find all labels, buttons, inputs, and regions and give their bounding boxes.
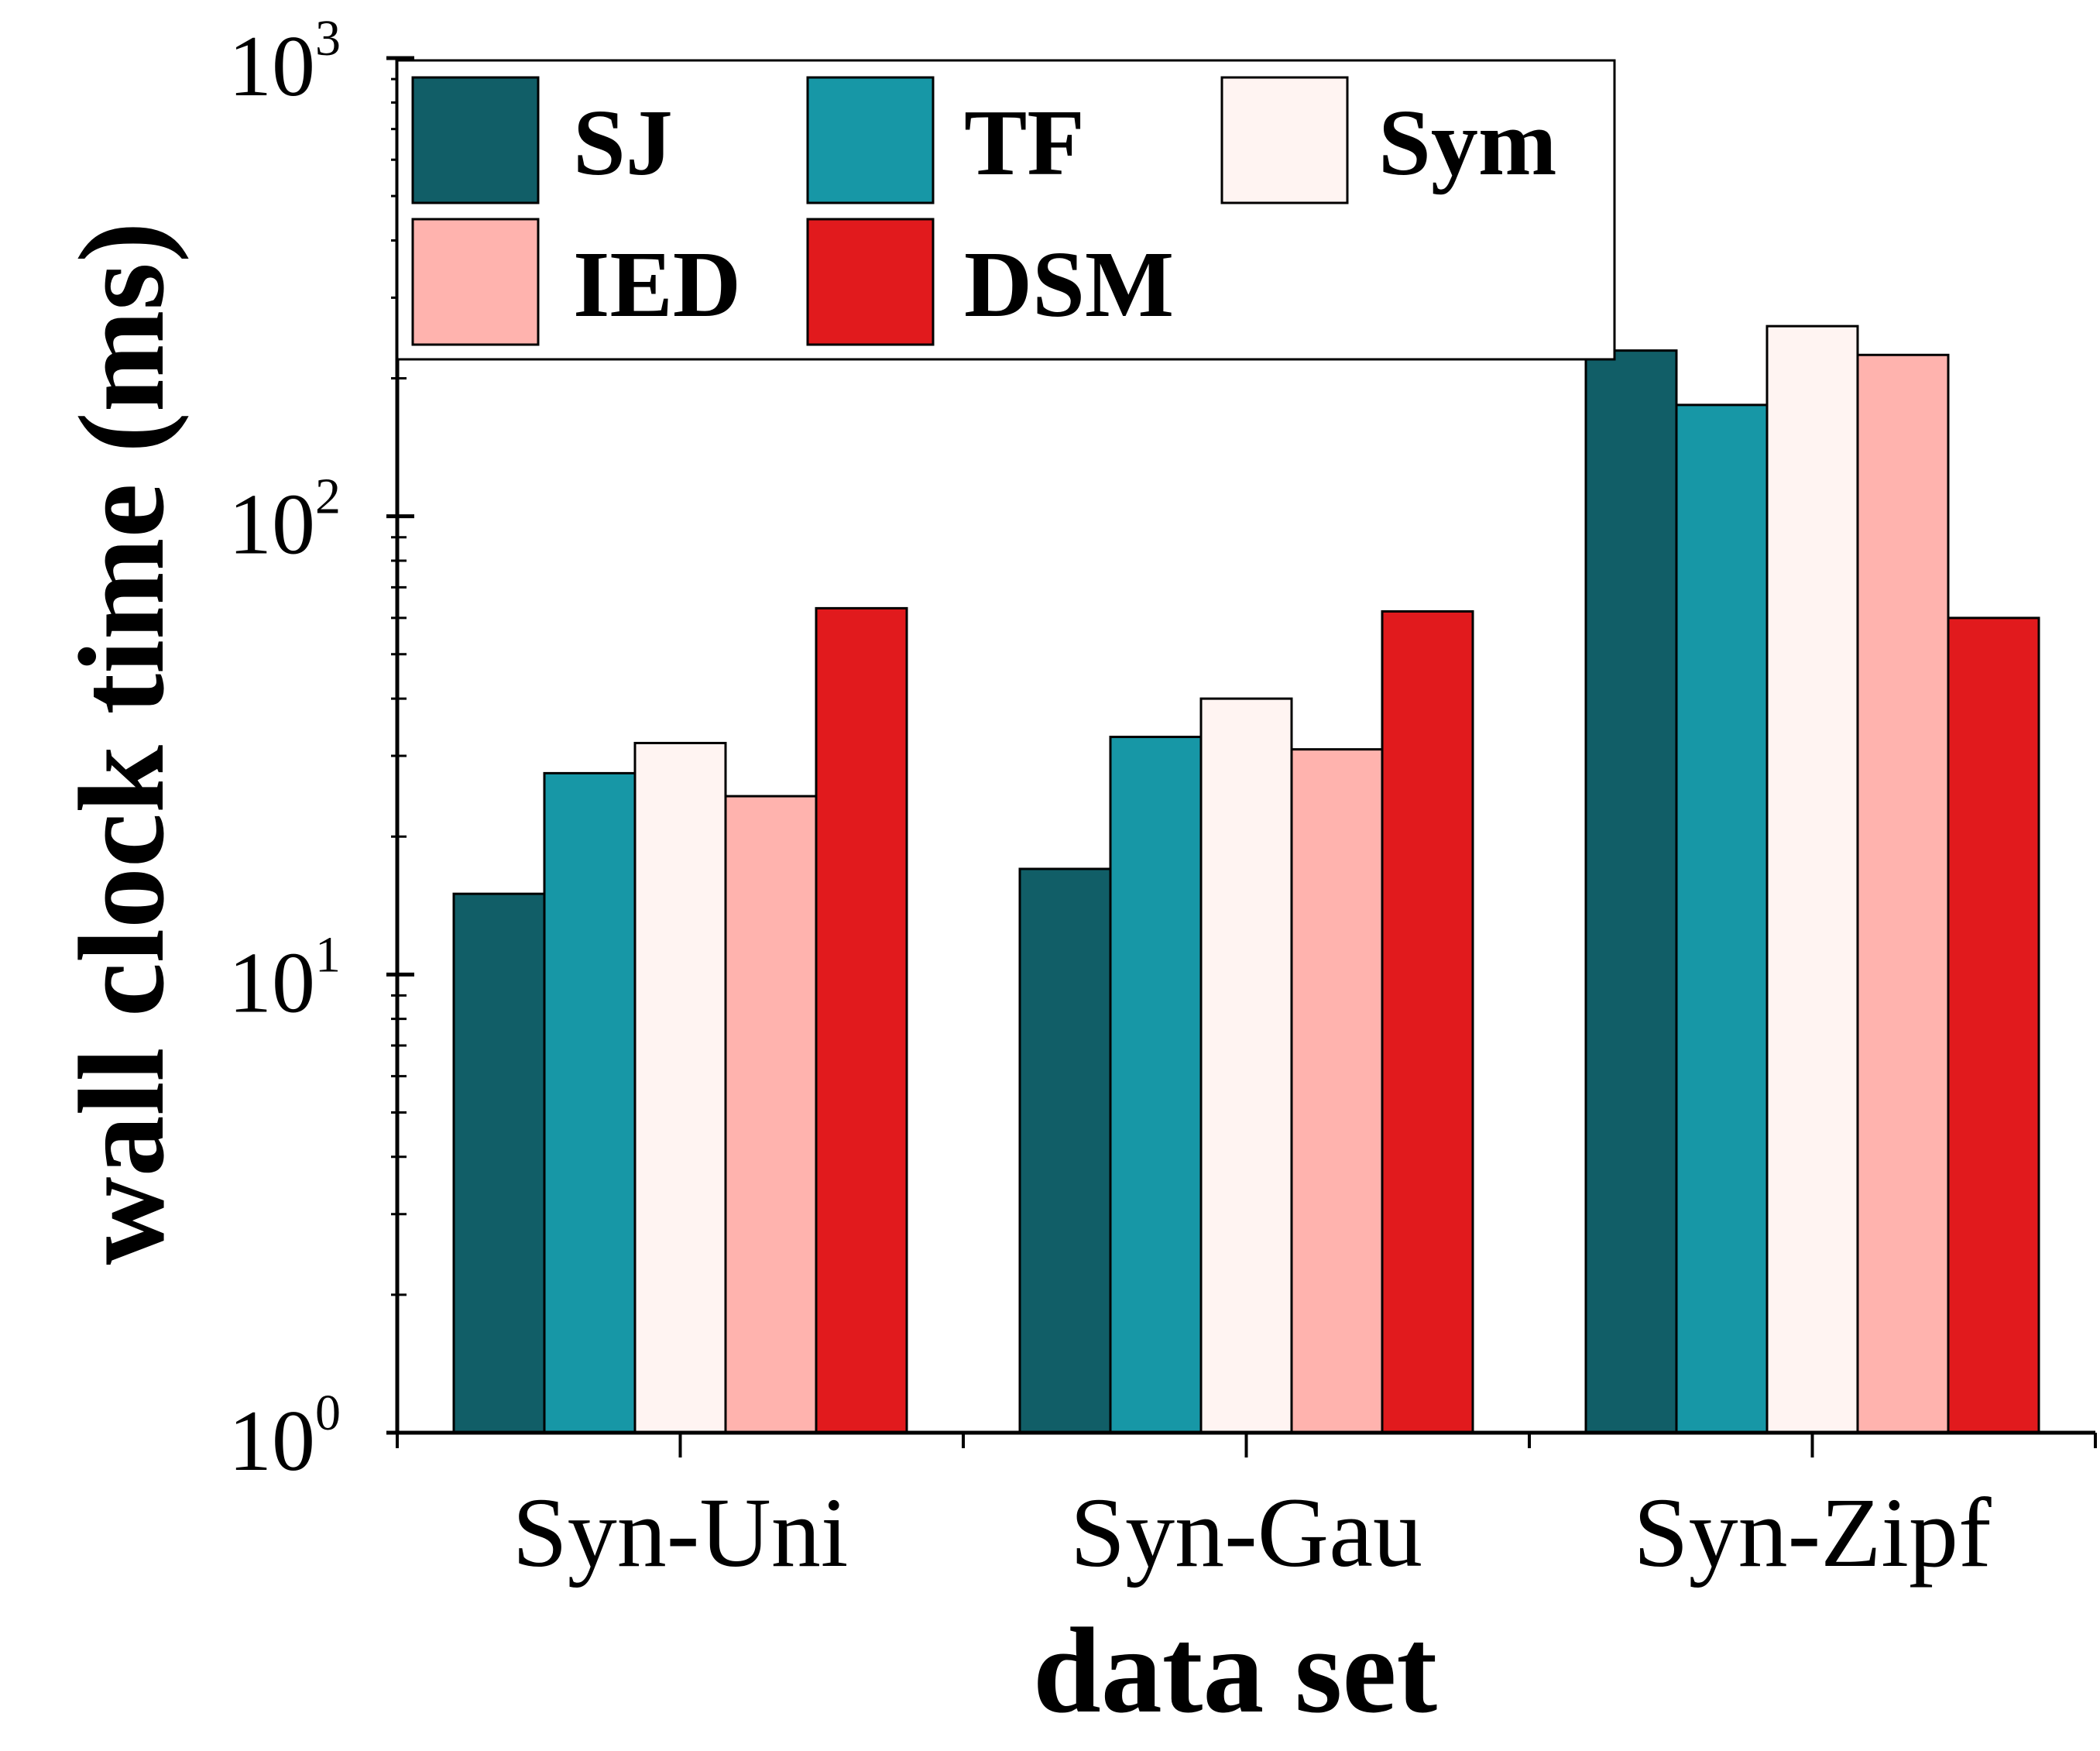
legend-swatch-tf (806, 76, 935, 204)
x-tick-label-syn-uni: Syn-Uni (513, 1478, 849, 1588)
y-tick-base: 10 (228, 19, 315, 115)
y-tick-label: 103 (228, 10, 341, 115)
bar-ied-syn-uni (724, 795, 818, 1434)
y-tick-exponent: 0 (315, 1385, 341, 1441)
y-tick-label: 100 (228, 1385, 341, 1489)
bar-dsm-syn-gau (1381, 610, 1474, 1434)
bar-sym-syn-uni (633, 741, 727, 1434)
bar-sj-syn-gau (1018, 867, 1112, 1434)
bar-sym-syn-gau (1199, 697, 1293, 1434)
legend-swatch-sym (1220, 76, 1349, 204)
bar-tf-syn-uni (543, 771, 637, 1434)
y-tick-label: 101 (228, 926, 341, 1031)
bar-ied-syn-zipf (1856, 353, 1950, 1434)
bar-sj-syn-uni (452, 892, 546, 1434)
legend-label-tf: TF (964, 91, 1085, 195)
bar-tf-syn-gau (1109, 736, 1203, 1434)
legend-box (396, 59, 1616, 361)
y-tick-exponent: 2 (315, 469, 341, 525)
x-axis-tick-labels: Syn-Uni Syn-Gau Syn-Zipf (513, 1478, 1992, 1588)
x-axis-title: data set (1033, 1603, 1437, 1739)
bar-ied-syn-gau (1290, 748, 1384, 1434)
bar-sj-syn-zipf (1584, 349, 1678, 1434)
y-tick-base: 10 (228, 477, 315, 573)
legend-swatch-ied (411, 218, 540, 346)
x-tick-label-syn-zipf: Syn-Zipf (1633, 1478, 1992, 1588)
x-axis-ticks (396, 1433, 2097, 1457)
legend-swatch-sj (411, 76, 540, 204)
y-tick-exponent: 3 (315, 10, 341, 67)
bar-sym-syn-zipf (1765, 324, 1859, 1434)
y-axis-title: wall clock time (ms) (54, 221, 190, 1265)
y-tick-label: 102 (228, 469, 341, 573)
legend-label-dsm: DSM (964, 232, 1174, 337)
y-tick-base: 10 (228, 935, 315, 1031)
legend-label-ied: IED (573, 232, 741, 337)
y-tick-exponent: 1 (315, 926, 341, 983)
bar-dsm-syn-zipf (1947, 616, 2040, 1434)
legend-swatch-dsm (806, 218, 935, 346)
bar-dsm-syn-uni (815, 606, 908, 1434)
y-tick-base: 10 (228, 1393, 315, 1489)
legend: SJ TF Sym IED DSM (396, 59, 1616, 361)
bar-tf-syn-zipf (1675, 403, 1769, 1434)
bars-group (452, 324, 2040, 1434)
legend-label-sym: Sym (1378, 91, 1556, 195)
x-tick-label-syn-gau: Syn-Gau (1070, 1478, 1422, 1588)
legend-label-sj: SJ (573, 91, 673, 195)
